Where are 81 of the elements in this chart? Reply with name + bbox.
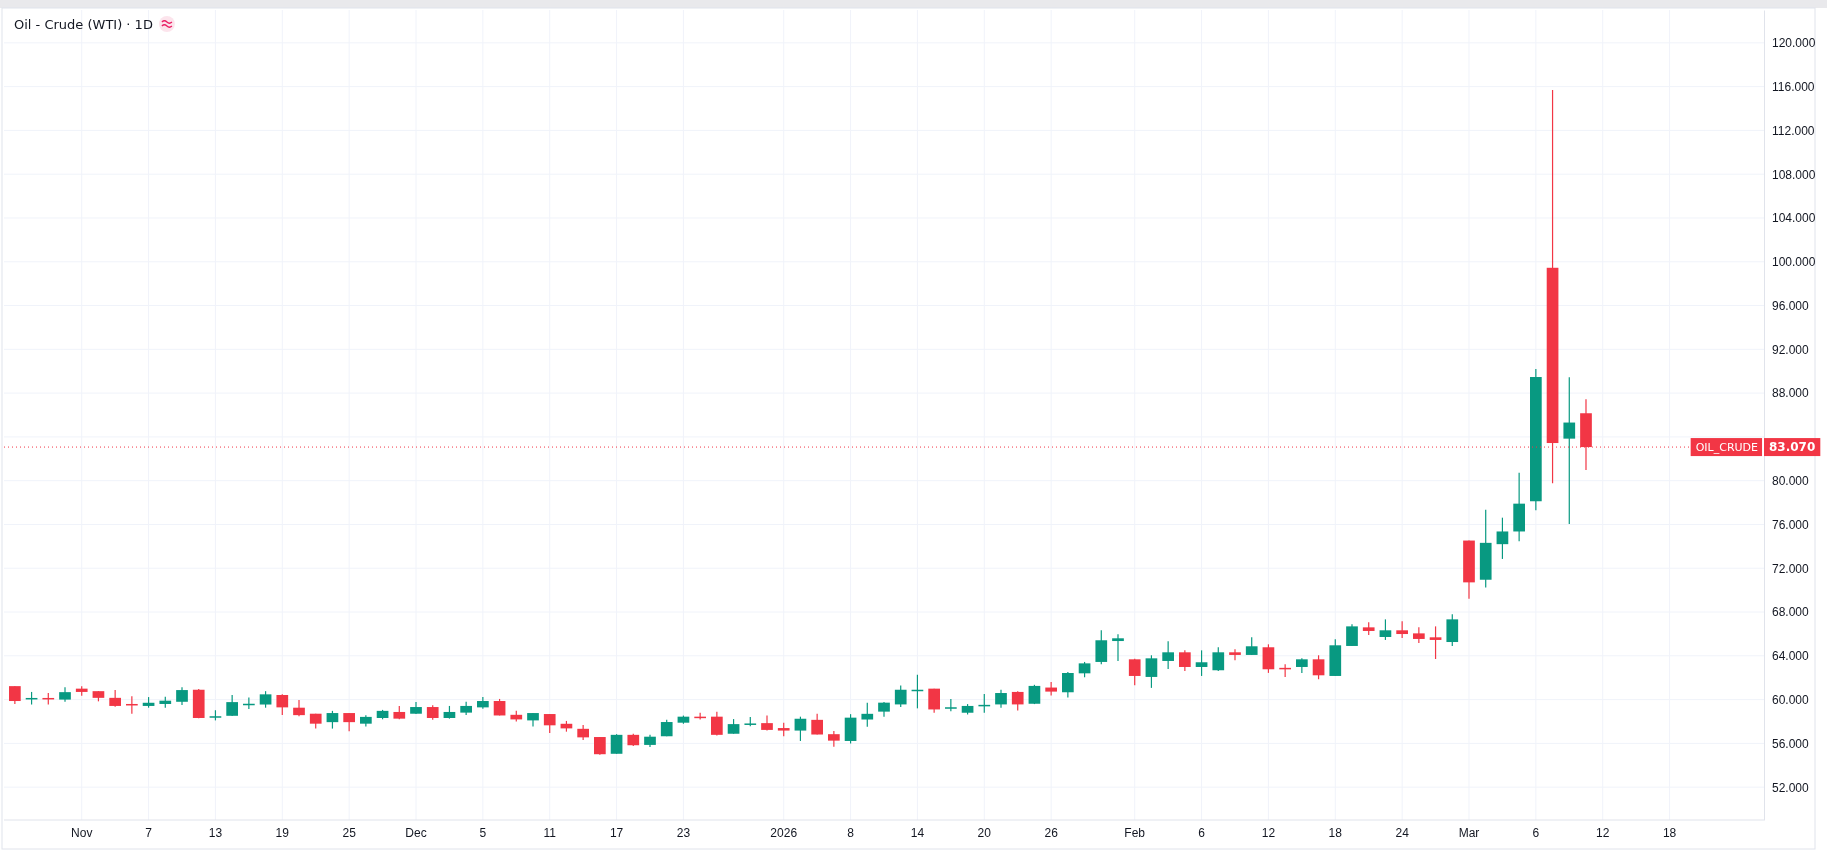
candlestick [1095, 629, 1108, 665]
x-tick-label: Mar [1458, 825, 1480, 840]
candlestick [794, 716, 807, 742]
x-tick-label: 7 [145, 825, 153, 840]
y-tick-label: 100.000 [1772, 255, 1816, 270]
candlestick [1145, 654, 1158, 689]
y-tick-label: 108.000 [1772, 167, 1816, 182]
candlestick [1212, 646, 1225, 672]
candlestick [1011, 690, 1024, 712]
candlestick [711, 711, 723, 737]
y-tick-label: 68.000 [1772, 605, 1810, 620]
candlestick [844, 713, 857, 745]
y-tick-label: 76.000 [1772, 517, 1810, 532]
candlestick [543, 713, 556, 734]
x-tick-label: 18 [1662, 825, 1677, 840]
y-tick-label: 92.000 [1772, 342, 1810, 357]
y-tick-label: 52.000 [1772, 780, 1810, 795]
candlestick [928, 688, 940, 714]
x-tick-label: 13 [208, 825, 223, 840]
candlestick [1229, 648, 1241, 661]
candlestick [945, 698, 957, 712]
candlestick [293, 699, 305, 717]
x-tick-label: 12 [1261, 825, 1276, 840]
y-tick-label: 56.000 [1772, 736, 1810, 751]
x-tick-label: 24 [1395, 825, 1410, 840]
x-tick-label: 26 [1044, 825, 1059, 840]
candlestick [861, 702, 874, 728]
x-tick-label: 19 [275, 825, 290, 840]
y-tick-label: 88.000 [1772, 386, 1810, 401]
x-tick-label: Feb [1124, 825, 1146, 840]
candlestick [1413, 626, 1425, 644]
candlestick [1429, 625, 1442, 660]
candlestick [1179, 649, 1191, 672]
candlestick [811, 713, 823, 736]
y-tick-label: 72.000 [1772, 561, 1810, 576]
text: Oil - Crude (WTI) · 1D [14, 17, 153, 32]
candlestick [1112, 633, 1124, 662]
x-tick-label: 12 [1596, 825, 1610, 840]
y-tick-label: 96.000 [1772, 298, 1810, 313]
candlestick [1062, 671, 1074, 699]
candlestick [894, 684, 907, 708]
y-tick-label: 80.000 [1772, 474, 1810, 489]
y-tick-label: 60.000 [1772, 692, 1810, 707]
candlestick [1128, 658, 1141, 686]
candlestick [109, 689, 121, 708]
x-tick-label: 6 [1198, 825, 1206, 840]
y-tick-label: 120.000 [1772, 36, 1816, 51]
candlestick [1563, 376, 1576, 525]
x-tick-label: 20 [977, 825, 992, 840]
ref-line-label: OIL_CRUDE [1695, 441, 1759, 455]
x-tick-label: Dec [405, 825, 427, 840]
x-tick-label: 17 [609, 825, 624, 840]
candlestick [828, 730, 840, 748]
candlestick [1496, 517, 1509, 560]
candlestick [343, 712, 355, 732]
candlestick [1262, 643, 1275, 674]
x-tick-label: 25 [342, 825, 357, 840]
candlestick [276, 693, 289, 716]
y-tick-label: 104.000 [1772, 211, 1816, 226]
x-tick-label: 5 [479, 825, 487, 840]
x-tick-label: Nov [71, 825, 93, 840]
candlestick [1045, 681, 1057, 697]
candlestick [1346, 623, 1358, 647]
x-tick-label: 18 [1328, 825, 1343, 840]
candlestick [1379, 618, 1392, 641]
candlestick [1396, 620, 1408, 639]
x-tick-label: 14 [910, 825, 925, 840]
x-tick-label: 6 [1532, 825, 1540, 840]
candlestick [1312, 654, 1325, 680]
y-tick-label: 116.000 [1772, 79, 1815, 94]
text: 83.070 [1769, 440, 1816, 455]
x-tick-label: 2026 [770, 825, 798, 840]
candlestick [610, 733, 623, 755]
y-tick-label: 64.000 [1772, 649, 1810, 664]
y-tick-label: 112.000 [1772, 123, 1815, 138]
x-tick-label: 23 [676, 825, 691, 840]
candlestick [1195, 649, 1208, 677]
x-tick-label: 11 [543, 825, 557, 840]
x-tick-label: 8 [847, 825, 855, 840]
candlestick [1446, 613, 1459, 647]
candlestick [1162, 640, 1174, 670]
